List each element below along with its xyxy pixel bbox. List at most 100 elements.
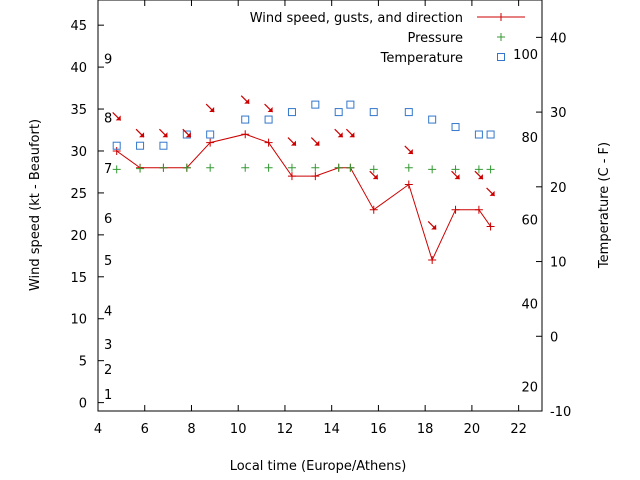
wind-arrow-head [454, 174, 460, 180]
temperature-point [486, 130, 495, 139]
wind-direction-arrow [287, 137, 297, 147]
beaufort-label: 8 [104, 111, 112, 126]
pressure-point [241, 163, 250, 172]
pressure-point [311, 163, 320, 172]
temperature-point [404, 108, 413, 117]
temperature-point [474, 130, 483, 139]
y-tick-label-right: 30 [550, 106, 567, 121]
beaufort-label: 2 [104, 363, 112, 378]
x-tick-label: 12 [277, 422, 294, 437]
wind-direction-arrow [310, 137, 320, 147]
wind-speed-point [311, 172, 320, 181]
wind-speed-point [206, 138, 215, 147]
legend-label: Wind speed, gusts, and direction [250, 11, 463, 26]
y-tick-label-right: 20 [550, 181, 567, 196]
wind-speed-point [404, 180, 413, 189]
wind-direction-arrow [205, 103, 215, 113]
fahrenheit-label: 80 [521, 131, 538, 146]
y-tick-label-left: 15 [70, 271, 87, 286]
wind-arrow-head [314, 140, 320, 146]
wind-direction-arrow [112, 112, 122, 121]
temperature-point [264, 115, 273, 124]
fahrenheit-label: 40 [521, 297, 538, 312]
legend-label: Temperature [380, 51, 463, 66]
x-tick-label: 6 [141, 422, 149, 437]
wind-speed-point [369, 205, 378, 214]
legend-label: Pressure [407, 31, 463, 46]
wind-arrow-head [290, 140, 296, 146]
wind-arrow-head [407, 148, 413, 154]
wind-speed-point [451, 205, 460, 214]
axis-ticks: 4 6 8 10 12 14 16 18 20 22051015202530354045-1001… [70, 0, 571, 437]
wind-speed-point [287, 172, 296, 181]
wind-direction-arrow [369, 170, 379, 180]
y-tick-label-right: 0 [550, 330, 558, 345]
temperature-point [334, 108, 343, 117]
x-tick-label: 22 [510, 422, 527, 437]
y-axis-label-right: Temperature (C - F) [597, 142, 612, 269]
y-tick-label-left: 0 [79, 397, 87, 412]
wind-direction-arrow [182, 128, 192, 138]
pressure-point [428, 165, 437, 174]
temperature-point [112, 141, 121, 150]
wind-direction-arrow [240, 95, 250, 105]
y-tick-label-left: 45 [70, 19, 87, 34]
wind-arrow-head [267, 107, 273, 113]
pressure-point [136, 164, 145, 173]
pressure-point [334, 163, 343, 172]
pressure-point [159, 163, 168, 172]
x-axis-label: Local time (Europe/Athens) [230, 459, 407, 474]
series-layer [112, 95, 496, 265]
temperature-point [346, 100, 355, 109]
wind-speed-point [264, 138, 273, 147]
beaufort-label: 6 [104, 212, 112, 227]
fahrenheit-label: 60 [521, 214, 538, 229]
beaufort-label: 5 [104, 254, 112, 269]
pressure-point [404, 163, 413, 172]
y-tick-label-left: 30 [70, 145, 87, 160]
wind-direction-arrow [486, 187, 496, 197]
pressure-point [182, 163, 191, 172]
beaufort-label: 7 [104, 162, 112, 177]
temperature-point [159, 141, 168, 150]
x-tick-label: 14 [323, 422, 340, 437]
wind-direction-arrow [345, 128, 355, 138]
pressure-point [112, 165, 121, 174]
y-tick-label-right: 10 [550, 256, 567, 271]
wind-arrow-head [372, 174, 378, 180]
y-tick-label-left: 5 [79, 355, 87, 370]
wind-direction-arrow [264, 103, 274, 113]
y-tick-label-left: 25 [70, 187, 87, 202]
wind-arrow-head [349, 132, 355, 138]
x-tick-label: 20 [464, 422, 481, 437]
wind-direction-arrow [404, 145, 414, 155]
wind-speed-point [112, 146, 121, 155]
wind-speed-point [241, 130, 250, 139]
wind-arrow-head [337, 132, 343, 138]
beaufort-label: 4 [104, 304, 112, 319]
temperature-point [241, 115, 250, 124]
temperature-point [451, 123, 460, 132]
wind-speed-line [116, 133, 491, 262]
wind-direction-arrow [159, 128, 168, 138]
wind-arrow-head [431, 224, 437, 230]
y-axis-label-left: Wind speed (kt - Beaufort) [28, 119, 43, 291]
plot-frame [97, 0, 543, 412]
temperature-point [428, 115, 437, 124]
pressure-point [486, 165, 495, 174]
wind-direction-arrow [135, 128, 145, 138]
wind-arrow-head [209, 107, 215, 113]
y-tick-label-left: 35 [70, 103, 87, 118]
y-tick-label-right: -10 [550, 405, 571, 420]
temperature-point [136, 141, 145, 150]
wind-direction-arrow [474, 170, 484, 180]
wind-arrow-head [477, 174, 483, 180]
x-tick-label: 8 [187, 422, 195, 437]
beaufort-label: 9 [104, 53, 112, 68]
pressure-point [287, 163, 296, 172]
pressure-point [369, 165, 378, 174]
wind-arrow-head [244, 98, 250, 104]
legend-swatch-marker [497, 33, 505, 41]
x-tick-label: 16 [370, 422, 387, 437]
